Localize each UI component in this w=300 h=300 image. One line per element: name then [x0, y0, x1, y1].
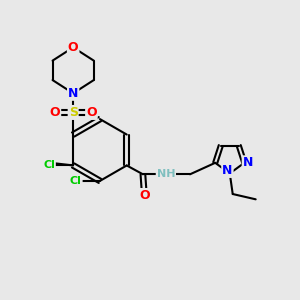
Text: Cl: Cl — [43, 160, 55, 170]
Text: N: N — [68, 87, 78, 100]
Text: Cl: Cl — [70, 176, 82, 186]
Text: O: O — [86, 106, 97, 119]
Text: S: S — [69, 106, 78, 119]
Text: N: N — [243, 156, 253, 169]
Text: NH: NH — [157, 169, 175, 179]
Text: O: O — [139, 189, 150, 202]
Text: N: N — [222, 164, 233, 177]
Text: O: O — [68, 41, 79, 54]
Text: O: O — [50, 106, 60, 119]
